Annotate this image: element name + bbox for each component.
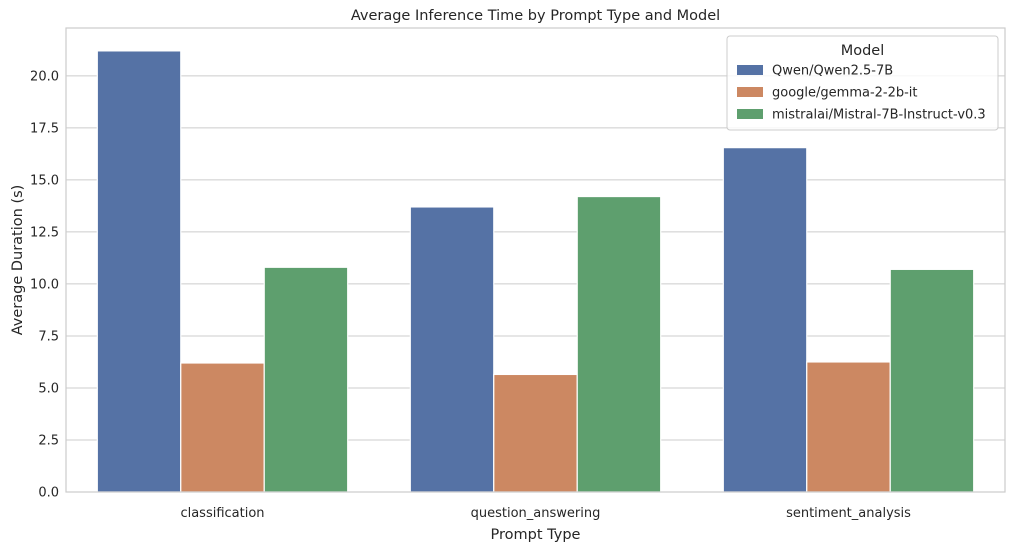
y-tick-label: 0.0 — [38, 486, 59, 501]
x-tick-label: sentiment_analysis — [786, 506, 911, 521]
bar-2-question_answering — [493, 373, 578, 493]
y-tick-label: 2.5 — [38, 433, 59, 448]
bar-1-sentiment_analysis — [722, 147, 808, 493]
bars — [96, 50, 975, 493]
y-tick-label: 5.0 — [38, 381, 59, 396]
y-tick-label: 7.5 — [38, 329, 59, 344]
legend-swatch — [737, 65, 763, 75]
legend-box — [726, 35, 999, 131]
bar-3-classification — [263, 266, 349, 493]
legend-items: Qwen/Qwen2.5-7B google/gemma-2-2b-it mistr… — [737, 64, 986, 123]
x-tick-label: question_answering — [471, 506, 601, 521]
y-tick-label: 10.0 — [30, 277, 59, 292]
bar-2-classification — [180, 362, 265, 493]
y-tick-labels: 0.0 2.5 5.0 7.5 10.0 12.5 15.0 17.5 20.0 — [30, 69, 59, 500]
legend-label: Qwen/Qwen2.5-7B — [772, 64, 893, 79]
x-tick-label: classification — [180, 506, 264, 521]
plot-frame — [65, 27, 1006, 493]
bar-2-sentiment_analysis — [806, 361, 891, 493]
y-tick-label: 20.0 — [30, 69, 59, 84]
y-axis-title: Average Duration (s) — [10, 185, 26, 336]
legend-label: mistralai/Mistral-7B-Instruct-v0.3 — [772, 108, 986, 123]
bar-1-question_answering — [409, 206, 495, 493]
bar-3-question_answering — [576, 195, 662, 493]
legend-swatch — [737, 109, 763, 119]
y-tick-label: 17.5 — [30, 121, 59, 136]
y-tick-label: 12.5 — [30, 225, 59, 240]
bar-3-sentiment_analysis — [889, 268, 975, 493]
legend-swatch — [737, 87, 763, 97]
legend: Model Qwen/Qwen2.5-7B google/gemma-2-2b-i… — [726, 35, 999, 131]
bar-1-classification — [96, 50, 182, 493]
y-tick-label: 15.0 — [30, 173, 59, 188]
legend-title: Model — [841, 43, 885, 59]
chart-title: Average Inference Time by Prompt Type an… — [351, 8, 720, 24]
x-tick-labels: classification question_answering sentimen… — [180, 506, 911, 521]
legend-label: google/gemma-2-2b-it — [772, 86, 918, 101]
x-axis-title: Prompt Type — [491, 527, 581, 543]
